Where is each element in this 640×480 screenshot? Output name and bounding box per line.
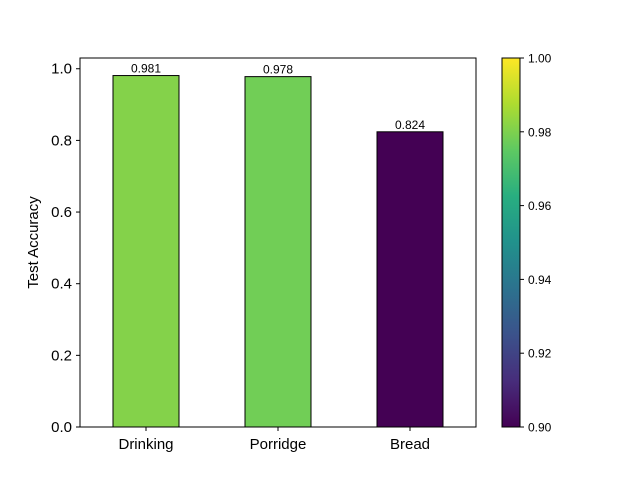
y-tick-label: 0.6	[51, 204, 72, 221]
y-tick-label: 0.2	[51, 347, 72, 364]
y-tick-label: 1.0	[51, 61, 72, 78]
colorbar-tick-label: 0.92	[528, 347, 552, 361]
y-axis: 0.0 0.2 0.4 0.6 0.8 1.0	[51, 61, 80, 436]
bar-porridge	[244, 76, 312, 428]
colorbar-tick-label: 0.98	[528, 125, 552, 139]
y-tick-label: 0.4	[51, 276, 72, 293]
bar-drinking	[112, 75, 180, 428]
data-labels-layer: 0.981 0.978 0.824	[131, 62, 425, 132]
bars-layer	[112, 75, 444, 428]
x-tick-label-porridge: Porridge	[250, 436, 307, 453]
x-tick-label-bread: Bread	[390, 436, 430, 453]
y-tick-label: 0.8	[51, 132, 72, 149]
colorbar-tick-label: 1.00	[528, 52, 552, 66]
colorbar-tick-label: 0.94	[528, 273, 552, 287]
data-label-bread: 0.824	[395, 118, 425, 132]
data-label-drinking: 0.981	[131, 62, 161, 76]
colorbar-tick-label: 0.90	[528, 421, 552, 435]
bar-bread	[376, 131, 444, 428]
y-tick-label: 0.0	[51, 419, 72, 436]
colorbar	[501, 57, 521, 428]
y-axis-label: Test Accuracy	[25, 196, 42, 289]
colorbar-axis: 0.90 0.92 0.94 0.96 0.98 1.00	[520, 52, 552, 435]
data-label-porridge: 0.978	[263, 63, 293, 77]
colorbar-tick-label: 0.96	[528, 199, 552, 213]
x-tick-label-drinking: Drinking	[118, 436, 173, 453]
x-axis: Drinking Porridge Bread	[118, 427, 430, 453]
